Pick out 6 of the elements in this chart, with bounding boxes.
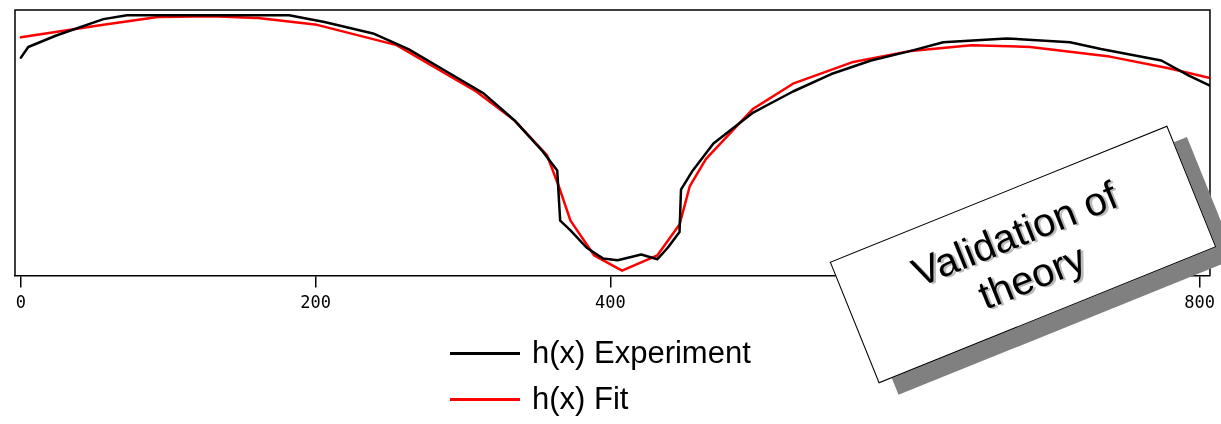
x-tick-label: 400 xyxy=(594,292,626,313)
legend-label: h(x) Experiment xyxy=(532,334,751,372)
x-tick-label: 800 xyxy=(1184,292,1216,313)
x-tick-label: 200 xyxy=(300,292,331,313)
legend-label: h(x) Fit xyxy=(532,380,629,418)
x-tick-label: 0 xyxy=(15,292,27,313)
